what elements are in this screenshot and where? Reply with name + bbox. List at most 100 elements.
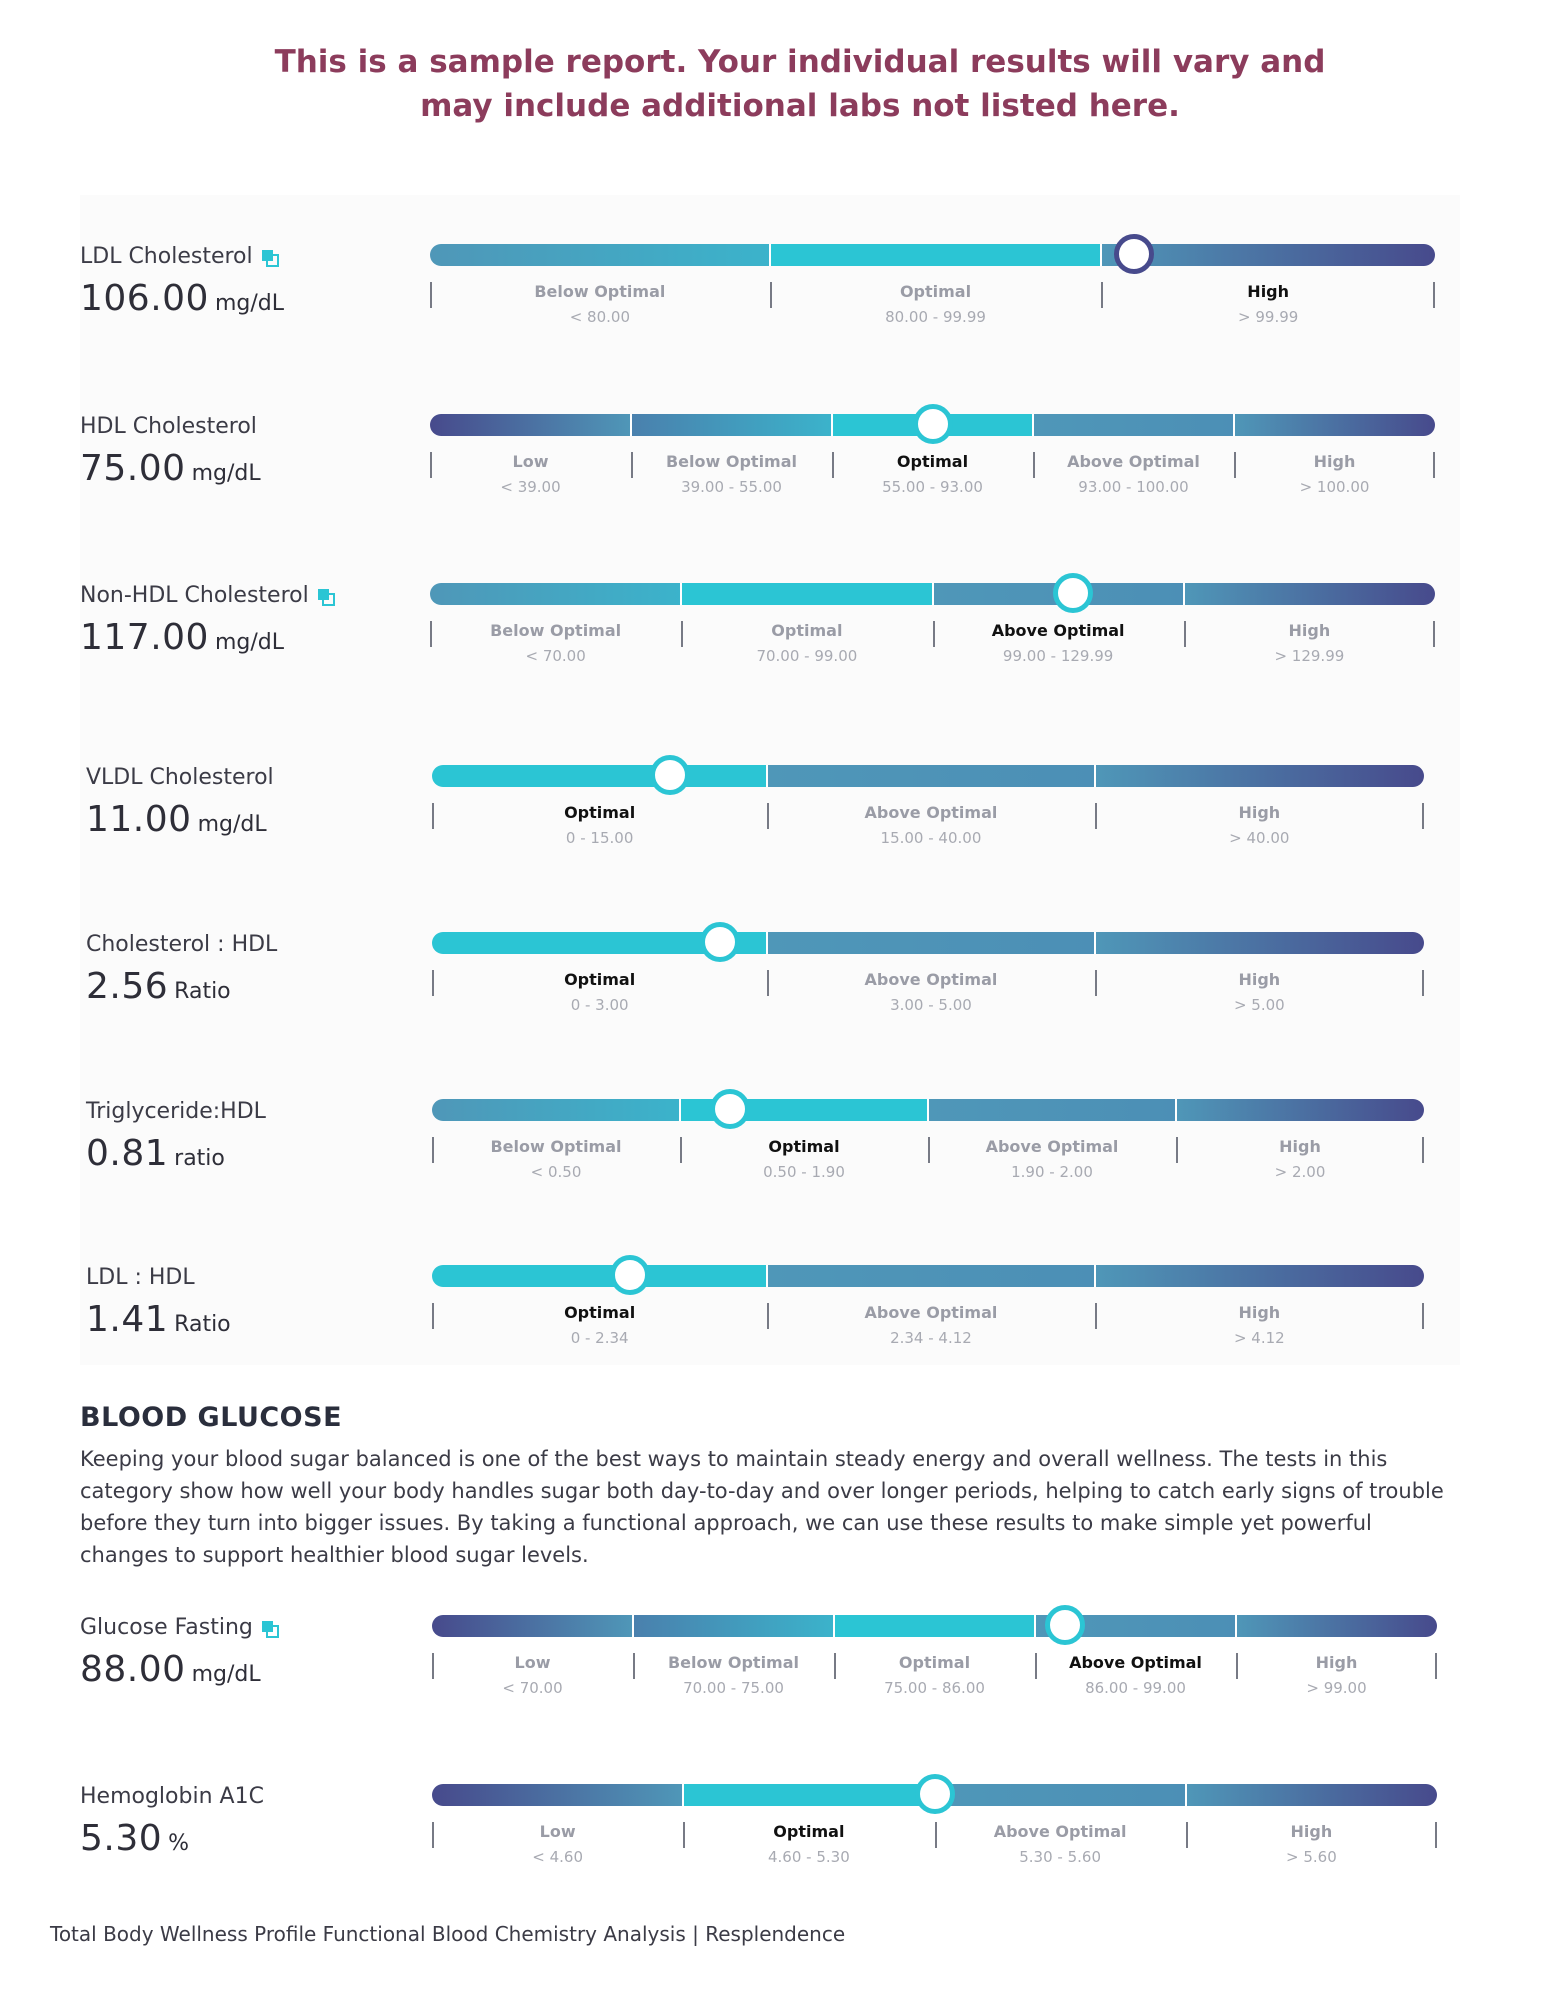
range-tick	[1176, 1137, 1178, 1163]
range-segment	[432, 1784, 684, 1806]
range-divider	[679, 1099, 681, 1121]
range-divider	[680, 583, 683, 605]
range-value: 39.00 - 55.00	[681, 478, 782, 496]
range-tick	[928, 1137, 930, 1163]
range-divider	[1032, 414, 1034, 436]
notice-line-2: may include additional labs not listed h…	[420, 88, 1180, 124]
range-segment	[1185, 1784, 1437, 1806]
range-divider	[630, 414, 632, 436]
range-segment	[934, 1784, 1186, 1806]
range-segment	[1094, 1265, 1424, 1287]
range-tick	[1183, 621, 1186, 647]
range-segment	[631, 414, 832, 436]
range-segment	[1183, 583, 1435, 605]
result-marker-dot	[709, 1089, 750, 1129]
range-segment	[1101, 244, 1435, 266]
range-value: 0 - 2.34	[570, 1329, 629, 1347]
range-tick	[1433, 621, 1435, 647]
range-label-above-optimal: Above Optimal	[993, 1822, 1127, 1841]
range-label-optimal: Optimal	[773, 1822, 845, 1841]
marker-value: 75.00 mg/dL	[80, 448, 261, 489]
marker-name: Non-HDL Cholesterol	[80, 583, 335, 608]
marker-row-triglyceride-hdl: Triglyceride:HDL 0.81 ratio Below Optimal < …	[0, 1067, 1545, 1207]
range-label-optimal: Optimal	[564, 970, 636, 989]
range-label-low: Low	[539, 1822, 576, 1841]
range-label-low: Low	[512, 452, 549, 471]
range-segment	[432, 1265, 768, 1287]
range-label-above-optimal: Above Optimal	[1067, 452, 1200, 471]
info-copy-icon[interactable]	[261, 248, 279, 267]
range-tick	[1094, 803, 1097, 829]
range-label-above-optimal: Above Optimal	[864, 1303, 998, 1322]
range-label-high: High	[1315, 1653, 1358, 1672]
range-tick	[432, 1137, 434, 1163]
range-label-below-optimal: Below Optimal	[490, 621, 622, 640]
range-segment	[432, 1615, 633, 1637]
range-segment	[1094, 932, 1424, 954]
marker-name: LDL Cholesterol	[80, 244, 279, 269]
marker-name: Glucose Fasting	[80, 1615, 279, 1640]
range-label-optimal: Optimal	[771, 621, 843, 640]
info-copy-icon[interactable]	[261, 1619, 279, 1638]
marker-value: 106.00 mg/dL	[80, 278, 284, 319]
marker-row-cholesterol-hdl: Cholesterol : HDL 2.56 Ratio Optimal 0 - 3.0…	[0, 900, 1545, 1040]
range-tick	[631, 452, 633, 478]
marker-name-text: Hemoglobin A1C	[80, 1784, 264, 1809]
range-label-below-optimal: Below Optimal	[667, 1653, 799, 1672]
marker-row-glucose-fasting: Glucose Fasting 88.00 mg/dL Low < 70.00 Below…	[0, 1583, 1545, 1723]
range-tick	[1422, 970, 1424, 996]
range-label-above-optimal: Above Optimal	[985, 1137, 1119, 1156]
marker-value-number: 88.00	[80, 1649, 186, 1690]
marker-value: 1.41 Ratio	[86, 1299, 231, 1340]
range-label-above-optimal: Above Optimal	[864, 970, 998, 989]
marker-value-number: 2.56	[86, 966, 169, 1007]
range-tick	[683, 1822, 686, 1848]
range-bar	[432, 755, 1424, 795]
range-tick	[767, 970, 770, 996]
marker-value: 117.00 mg/dL	[80, 617, 284, 658]
range-tick	[1422, 1137, 1424, 1163]
range-divider	[1235, 1615, 1237, 1637]
range-segment	[1234, 414, 1435, 436]
marker-value-unit: mg/dL	[214, 291, 284, 316]
info-copy-icon[interactable]	[317, 587, 335, 606]
range-tick	[633, 1653, 635, 1679]
range-tick	[832, 452, 834, 478]
range-tick	[432, 1653, 434, 1679]
result-marker-dot	[1053, 573, 1094, 613]
range-tick	[1435, 1822, 1437, 1848]
range-label-high: High	[1313, 452, 1356, 471]
notice-line-1: This is a sample report. Your individual…	[274, 44, 1326, 80]
range-segment	[769, 244, 1102, 266]
range-divider	[766, 1265, 769, 1287]
marker-value: 11.00 mg/dL	[86, 799, 267, 840]
section-title-blood-glucose: BLOOD GLUCOSE	[80, 1402, 343, 1433]
range-label-optimal: Optimal	[768, 1137, 840, 1156]
range-segment	[430, 244, 770, 266]
range-value: < 0.50	[530, 1163, 582, 1181]
range-divider	[1100, 244, 1103, 266]
range-segment	[633, 1615, 834, 1637]
marker-value-number: 0.81	[86, 1133, 169, 1174]
marker-value: 2.56 Ratio	[86, 966, 231, 1007]
range-tick	[1033, 452, 1035, 478]
marker-name-text: LDL : HDL	[86, 1265, 195, 1290]
marker-name-text: Cholesterol : HDL	[86, 932, 278, 957]
range-tick	[1094, 1303, 1097, 1329]
range-tick	[1185, 1822, 1188, 1848]
range-label-high: High	[1290, 1822, 1333, 1841]
marker-value-number: 75.00	[80, 448, 186, 489]
result-marker-dot	[1113, 234, 1154, 274]
result-marker-dot	[610, 1255, 651, 1295]
marker-name: LDL : HDL	[86, 1265, 195, 1290]
range-tick	[1035, 1653, 1037, 1679]
range-divider	[1034, 1615, 1036, 1637]
marker-value-unit: mg/dL	[197, 812, 267, 837]
range-tick	[1433, 452, 1435, 478]
range-segment	[1176, 1099, 1424, 1121]
range-value: 1.90 - 2.00	[1011, 1163, 1093, 1181]
range-divider	[927, 1099, 929, 1121]
marker-value-unit: %	[168, 1831, 190, 1856]
result-marker-dot	[699, 922, 740, 962]
range-tick	[432, 803, 434, 829]
